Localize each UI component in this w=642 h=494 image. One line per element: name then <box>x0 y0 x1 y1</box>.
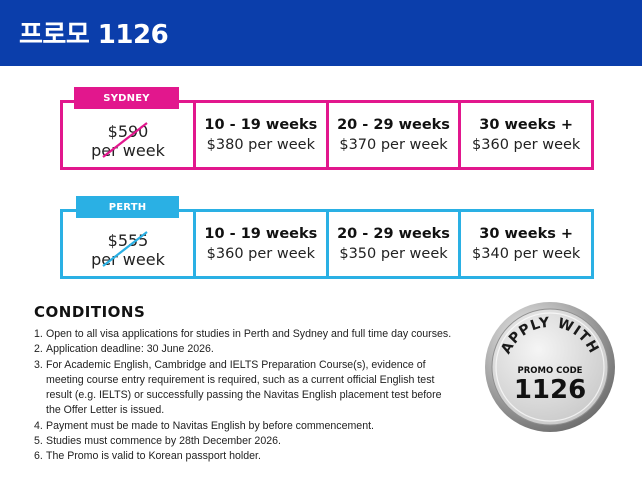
tier-price: $360 per week <box>206 246 315 262</box>
sydney-strikethrough <box>102 122 148 158</box>
perth-tier-3: 30 weeks + $340 per week <box>458 212 591 276</box>
badge-face <box>491 308 609 426</box>
tier-price: $380 per week <box>206 137 315 153</box>
perth-old-price: $555 <box>107 231 149 250</box>
sydney-old-price: $590 <box>107 122 149 141</box>
sydney-tier-3: 30 weeks + $360 per week <box>458 103 591 167</box>
condition-text: Application deadline: 30 June 2026. <box>46 343 214 356</box>
tier-weeks: 30 weeks + <box>479 226 574 242</box>
condition-text: Payment must be made to Navitas English … <box>46 419 374 432</box>
sydney-price-table: $590 per week 10 - 19 weeks $380 per wee… <box>60 100 594 170</box>
perth-tier-1: 10 - 19 weeks $360 per week <box>193 212 326 276</box>
condition-number: 6. <box>34 450 43 463</box>
condition-number: 5. <box>34 435 43 448</box>
tier-weeks: 10 - 19 weeks <box>204 226 318 242</box>
condition-text: The Promo is valid to Korean passport ho… <box>46 450 261 463</box>
sydney-base-price-cell: $590 per week <box>63 103 193 167</box>
condition-number: 2. <box>34 343 43 356</box>
condition-number: 1. <box>34 328 43 340</box>
condition-text: For Academic English, Cambridge and IELT… <box>46 358 442 417</box>
perth-old-price-unit: per week <box>91 250 165 269</box>
tier-price: $370 per week <box>339 137 448 153</box>
condition-item: 1. Open to all visa applications for stu… <box>34 327 474 342</box>
condition-item: 2. Application deadline: 30 June 2026. <box>34 342 474 357</box>
conditions-list: 1. Open to all visa applications for stu… <box>34 327 474 465</box>
condition-text: Open to all visa applications for studie… <box>46 328 452 340</box>
condition-number: 4. <box>34 419 43 432</box>
tier-price: $360 per week <box>472 137 581 153</box>
tier-weeks: 30 weeks + <box>479 117 574 133</box>
perth-price-table: $555 per week 10 - 19 weeks $360 per wee… <box>60 209 594 279</box>
condition-item: 4. Payment must be made to Navitas Engli… <box>34 419 474 434</box>
perth-base-price-cell: $555 per week <box>63 212 193 276</box>
conditions-title: CONDITIONS <box>34 303 146 321</box>
sydney-tag: SYDNEY <box>74 87 179 109</box>
condition-item: 3. For Academic English, Cambridge and I… <box>34 358 474 419</box>
page-title: 프로모 1126 <box>19 20 169 50</box>
promo-code: 1126 <box>513 375 587 405</box>
tier-price: $340 per week <box>472 246 581 262</box>
sydney-tier-2: 20 - 29 weeks $370 per week <box>325 103 459 167</box>
promo-code-label: PROMO CODE <box>517 366 583 376</box>
condition-number: 3. <box>34 358 43 371</box>
perth-tier-2: 20 - 29 weeks $350 per week <box>325 212 459 276</box>
tier-price: $350 per week <box>339 246 448 262</box>
promo-badge: APPLY WITH <box>485 302 615 432</box>
page-header: 프로모 1126 <box>0 0 642 66</box>
sydney-tier-1: 10 - 19 weeks $380 per week <box>193 103 326 167</box>
perth-tag: PERTH <box>76 196 179 218</box>
perth-strikethrough <box>102 231 148 267</box>
condition-item: 5. Studies must commence by 28th Decembe… <box>34 434 474 449</box>
tier-weeks: 20 - 29 weeks <box>337 226 450 242</box>
condition-item: 6. The Promo is valid to Korean passport… <box>34 449 474 464</box>
tier-weeks: 10 - 19 weeks <box>204 117 318 133</box>
sydney-old-price-unit: per week <box>91 141 165 160</box>
condition-text: Studies must commence by 28th December 2… <box>46 435 281 448</box>
tier-weeks: 20 - 29 weeks <box>337 117 450 133</box>
